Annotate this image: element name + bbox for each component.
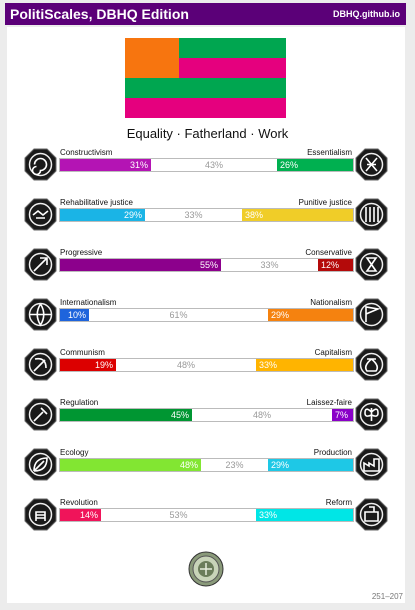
flag-canton <box>125 38 179 78</box>
axis-right-segment: 29% <box>268 459 353 471</box>
axis-right-segment: 12% <box>318 259 353 271</box>
axis-right-value: 26% <box>280 160 299 170</box>
axis-left-segment: 29% <box>60 209 145 221</box>
axis-left-value: 31% <box>129 160 148 170</box>
axis-bar: 14% 53% 33% <box>59 508 354 522</box>
axis-row: Ecology Production 48% 23% 29% <box>0 448 415 494</box>
axis-left-value: 14% <box>79 510 98 520</box>
axis-left-segment: 31% <box>60 159 151 171</box>
axis-bar: 48% 23% 29% <box>59 458 354 472</box>
axis-left-value: 55% <box>199 260 218 270</box>
axis-right-label: Conservative <box>305 248 352 257</box>
axis-right-value: 33% <box>259 360 278 370</box>
axis-left-value: 29% <box>123 210 142 220</box>
axis-right-label: Laissez-faire <box>306 398 352 407</box>
axis-row: Constructivism Essentialism 31% 43% 26% <box>0 148 415 194</box>
axis-right-value: 29% <box>271 460 290 470</box>
axis-left-label: Rehabilitative justice <box>60 198 133 207</box>
axis-right-segment: 38% <box>242 209 353 221</box>
axis-right-value: 29% <box>271 310 290 320</box>
axis-row: Internationalism Nationalism 10% 61% 29% <box>0 298 415 344</box>
axis-right-label: Production <box>313 448 352 457</box>
handshake-icon <box>24 198 57 231</box>
gavel-icon <box>24 398 57 431</box>
factory-icon <box>355 448 388 481</box>
axis-left-label: Internationalism <box>60 298 117 307</box>
flag-stripe <box>125 78 286 98</box>
leaf-icon <box>24 448 57 481</box>
axis-bar: 29% 33% 38% <box>59 208 354 222</box>
flag-icon <box>355 298 388 331</box>
seal-icon <box>188 551 224 587</box>
axis-right-segment: 7% <box>332 409 353 421</box>
axis-right-segment: 33% <box>256 359 353 371</box>
axis-left-label: Regulation <box>60 398 99 407</box>
rocket-icon <box>24 248 57 281</box>
money-bag-icon <box>355 348 388 381</box>
axis-left-value: 48% <box>179 460 198 470</box>
axis-row: Communism Capitalism 19% 48% 33% <box>0 348 415 394</box>
app-header: PolitiScales, DBHQ Edition DBHQ.github.i… <box>5 3 406 25</box>
axis-center-value: 23% <box>225 460 244 470</box>
axis-row: Revolution Reform 14% 53% 33% <box>0 498 415 544</box>
axis-right-label: Nationalism <box>310 298 352 307</box>
axis-center-value: 61% <box>169 310 188 320</box>
axis-right-label: Capitalism <box>314 348 352 357</box>
app-title: PolitiScales, DBHQ Edition <box>10 6 189 22</box>
site-link[interactable]: DBHQ.github.io <box>333 9 400 19</box>
axis-right-segment: 33% <box>256 509 353 521</box>
ideology-slogan: Equality · Fatherland · Work <box>126 126 289 141</box>
axis-left-segment: 45% <box>60 409 192 421</box>
axis-left-value: 10% <box>67 310 86 320</box>
axis-right-segment: 29% <box>268 309 353 321</box>
dna-icon <box>355 148 388 181</box>
axis-bar: 31% 43% 26% <box>59 158 354 172</box>
axis-center-value: 48% <box>252 410 271 420</box>
axis-left-segment: 48% <box>60 459 201 471</box>
axis-left-label: Progressive <box>60 248 103 257</box>
axis-right-label: Punitive justice <box>298 198 352 207</box>
flag-stripe <box>125 98 286 118</box>
hourglass-icon <box>355 248 388 281</box>
hammer-sickle-icon <box>24 348 57 381</box>
axis-right-value: 7% <box>335 410 349 420</box>
axis-right-value: 38% <box>245 210 264 220</box>
axis-left-segment: 14% <box>60 509 101 521</box>
axis-bar: 10% 61% 29% <box>59 308 354 322</box>
ballot-icon <box>355 498 388 531</box>
axis-right-segment: 26% <box>277 159 353 171</box>
axis-right-value: 12% <box>321 260 340 270</box>
axis-left-label: Ecology <box>60 448 89 457</box>
axis-left-label: Constructivism <box>60 148 113 157</box>
axis-row: Rehabilitative justice Punitive justice 29… <box>0 198 415 244</box>
axis-center-value: 33% <box>184 210 203 220</box>
axis-right-label: Reform <box>325 498 352 507</box>
prison-bars-icon <box>355 198 388 231</box>
axis-center-value: 48% <box>176 360 195 370</box>
axis-left-value: 45% <box>170 410 189 420</box>
axis-row: Regulation Laissez-faire 45% 48% 7% <box>0 398 415 444</box>
globe-icon <box>24 298 57 331</box>
footer-code: 251–207 <box>371 592 403 601</box>
axis-right-value: 33% <box>259 510 278 520</box>
axis-right-label: Essentialism <box>307 148 352 157</box>
axis-bar: 45% 48% 7% <box>59 408 354 422</box>
axis-center-value: 43% <box>204 160 223 170</box>
axis-bar: 19% 48% 33% <box>59 358 354 372</box>
axis-left-segment: 10% <box>60 309 89 321</box>
axis-left-value: 19% <box>94 360 113 370</box>
axis-bar: 55% 33% 12% <box>59 258 354 272</box>
fist-icon <box>24 498 57 531</box>
butterfly-icon <box>355 398 388 431</box>
result-flag <box>125 38 286 118</box>
swirl-icon <box>24 148 57 181</box>
axis-left-segment: 19% <box>60 359 116 371</box>
axis-left-label: Communism <box>60 348 105 357</box>
axis-row: Progressive Conservative 55% 33% 12% <box>0 248 415 294</box>
axis-left-label: Revolution <box>60 498 98 507</box>
axis-left-segment: 55% <box>60 259 221 271</box>
axis-center-value: 53% <box>169 510 188 520</box>
axis-center-value: 33% <box>260 260 279 270</box>
